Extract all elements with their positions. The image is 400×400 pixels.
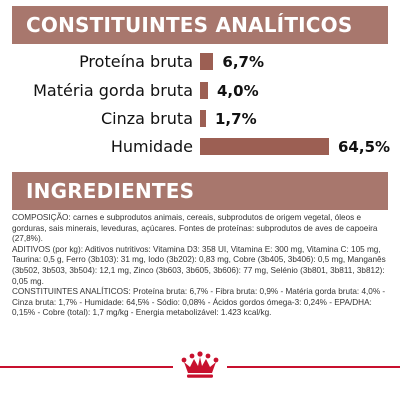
row-ash: Cinza bruta 1,7% xyxy=(0,107,400,131)
row-value: 4,0% xyxy=(217,82,259,100)
ingredients-banner: INGREDIENTES xyxy=(12,172,388,210)
value-bar xyxy=(200,82,208,99)
row-fat: Matéria gorda bruta 4,0% xyxy=(0,79,400,103)
row-label: Humidade xyxy=(110,137,193,156)
row-label: Proteína bruta xyxy=(79,52,193,71)
ingredients-text: COMPOSIÇÃO: carnes e subprodutos animais… xyxy=(12,213,390,319)
row-value: 64,5% xyxy=(338,138,391,156)
analytic-banner: CONSTITUINTES ANALÍTICOS xyxy=(12,6,388,44)
row-value: 1,7% xyxy=(215,110,257,128)
row-label: Cinza bruta xyxy=(101,109,193,128)
value-bar xyxy=(200,53,214,70)
row-value: 6,7% xyxy=(222,53,264,71)
analytic-title: CONSTITUINTES ANALÍTICOS xyxy=(26,13,353,37)
row-label: Matéria gorda bruta xyxy=(33,81,193,100)
row-protein: Proteína bruta 6,7% xyxy=(0,50,400,74)
analytic-paragraph: CONSTITUINTES ANALÍTICOS: Proteína bruta… xyxy=(12,287,386,318)
crown-logo-icon xyxy=(173,347,227,385)
composition-paragraph: COMPOSIÇÃO: carnes e subprodutos animais… xyxy=(12,213,378,244)
row-moisture: Humidade 64,5% xyxy=(0,135,400,159)
value-bar xyxy=(200,138,329,155)
additives-paragraph: ADITIVOS (por kg): Aditivos nutritivos: … xyxy=(12,244,386,286)
ingredients-title: INGREDIENTES xyxy=(26,179,195,203)
value-bar xyxy=(200,110,206,127)
